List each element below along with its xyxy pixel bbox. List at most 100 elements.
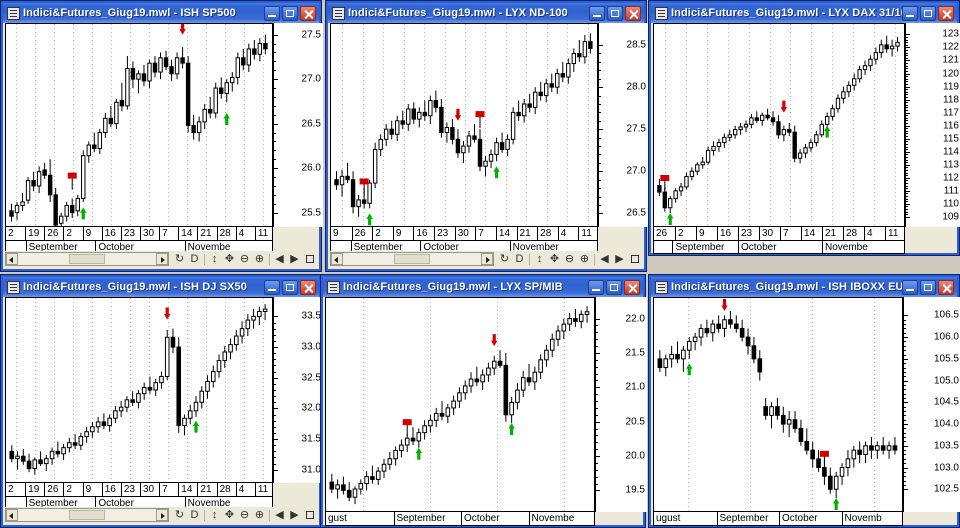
scrollbar-thumb[interactable] [394,254,430,264]
x-day-label: 28 [216,483,236,496]
y-tick [903,337,908,339]
step-back-icon[interactable]: ◀ [272,508,287,522]
y-tick-label: 27.0 [626,165,646,177]
zoom-in-icon[interactable]: ⊕ [252,252,267,266]
y-minor-tick [905,159,908,161]
system-menu-icon[interactable] [332,6,345,20]
fit-window-icon[interactable] [627,252,642,266]
fit-window-icon[interactable] [302,252,317,266]
price-chart-spmib[interactable] [325,297,595,512]
vertical-scale-icon[interactable]: ↕ [207,252,222,266]
minimize-button[interactable] [264,5,280,21]
scrollbar-thumb[interactable] [69,510,105,520]
scroll-left-arrow[interactable] [6,509,18,521]
y-minor-tick [905,55,908,57]
zoom-in-icon[interactable]: ⊕ [577,252,592,266]
x-day-label: 23 [120,483,140,496]
maximize-button[interactable] [920,5,936,21]
close-button[interactable] [625,5,641,21]
horizontal-scrollbar[interactable] [5,252,169,266]
data-icon[interactable]: D [512,252,527,266]
step-forward-icon[interactable]: ▶ [612,252,627,266]
y-tick-label: 116 [943,120,959,132]
price-chart-djsx50[interactable] [5,297,273,483]
y-tick [595,318,600,320]
fit-window-icon[interactable] [302,508,317,522]
y-tick [905,73,910,75]
title-bar[interactable]: Indici&Futures_Giug19.mwl - ISH DJ SX50 [3,277,319,297]
system-menu-icon[interactable] [7,6,20,20]
x-day-label: 7 [475,227,496,240]
x-axis-sp500: 2 19 26 2 9 16 23 30 7 14 21 28 4 11 September October N… [5,227,273,254]
vertical-scale-icon[interactable]: ↕ [532,252,547,266]
zoom-out-icon[interactable]: ⊖ [237,252,252,266]
zoom-out-icon[interactable]: ⊖ [562,252,577,266]
price-chart-nd100[interactable] [330,23,598,227]
maximize-button[interactable] [282,5,298,21]
system-menu-icon[interactable] [7,280,20,294]
close-button[interactable] [938,279,954,295]
horizontal-scrollbar[interactable] [330,252,494,266]
title-bar[interactable]: Indici&Futures_Giug19.mwl - LYX DAX 31/1… [651,3,957,23]
maximize-button[interactable] [282,279,298,295]
close-button[interactable] [938,5,954,21]
y-axis-spmib: 19.5 20.0 20.5 21.0 21.5 22.0 [595,297,647,512]
scroll-right-arrow[interactable] [156,253,168,265]
scroll-left-arrow[interactable] [6,253,18,265]
close-button[interactable] [300,279,316,295]
refresh-icon[interactable]: ↻ [497,252,512,266]
x-axis-days: 2 19 26 2 9 16 23 30 7 14 21 28 4 11 [6,483,272,496]
refresh-icon[interactable]: ↻ [172,508,187,522]
system-menu-icon[interactable] [655,6,668,20]
y-tick-label: 105.5 [933,353,959,365]
close-button[interactable] [624,279,640,295]
minimize-button[interactable] [902,5,918,21]
y-minor-tick [905,136,908,138]
maximize-button[interactable] [607,5,623,21]
step-forward-icon[interactable]: ▶ [287,508,302,522]
price-chart-iboxx[interactable] [653,297,903,512]
y-minor-tick [273,141,276,143]
minimize-button[interactable] [902,279,918,295]
minimize-button[interactable] [588,279,604,295]
step-back-icon[interactable]: ◀ [597,252,612,266]
title-bar[interactable]: Indici&Futures_Giug19.mwl - ISH IBOXX EU… [651,277,957,297]
scroll-left-arrow[interactable] [331,253,343,265]
title-bar[interactable]: Indici&Futures_Giug19.mwl - LYX ND-100 [328,3,644,23]
x-day-label: 2 [63,227,82,240]
refresh-icon[interactable]: ↻ [172,252,187,266]
scroll-right-arrow[interactable] [481,253,493,265]
y-tick [595,387,600,389]
scrollbar-thumb[interactable] [69,254,105,264]
y-minor-tick [905,209,908,211]
step-forward-icon[interactable]: ▶ [287,252,302,266]
minimize-button[interactable] [589,5,605,21]
y-minor-tick [595,469,598,471]
x-day-label: 23 [434,227,455,240]
close-button[interactable] [300,5,316,21]
step-back-icon[interactable]: ◀ [272,252,287,266]
horizontal-scrollbar[interactable] [5,508,169,522]
title-bar[interactable]: Indici&Futures_Giug19.mwl - ISH SP500 [3,3,319,23]
pan-icon[interactable]: ✥ [222,252,237,266]
data-icon[interactable]: D [187,252,202,266]
x-day-label: 4 [235,483,255,496]
zoom-in-icon[interactable]: ⊕ [252,508,267,522]
zoom-out-icon[interactable]: ⊖ [237,508,252,522]
y-minor-tick [905,81,908,83]
maximize-button[interactable] [606,279,622,295]
chart-toolbar-nd100: ↻ D ↕ ✥ ⊖ ⊕ ◀ ▶ [330,251,642,267]
vertical-scale-icon[interactable]: ↕ [207,508,222,522]
price-chart-sp500[interactable] [5,23,273,227]
pan-icon[interactable]: ✥ [222,508,237,522]
system-menu-icon[interactable] [655,280,668,294]
title-bar[interactable]: Indici&Futures_Giug19.mwl - LYX SP/MIB [323,277,643,297]
maximize-button[interactable] [920,279,936,295]
minimize-button[interactable] [264,279,280,295]
y-minor-tick [273,426,276,428]
system-menu-icon[interactable] [327,280,340,294]
pan-icon[interactable]: ✥ [547,252,562,266]
scroll-right-arrow[interactable] [156,509,168,521]
price-chart-dax[interactable] [653,23,905,227]
data-icon[interactable]: D [187,508,202,522]
